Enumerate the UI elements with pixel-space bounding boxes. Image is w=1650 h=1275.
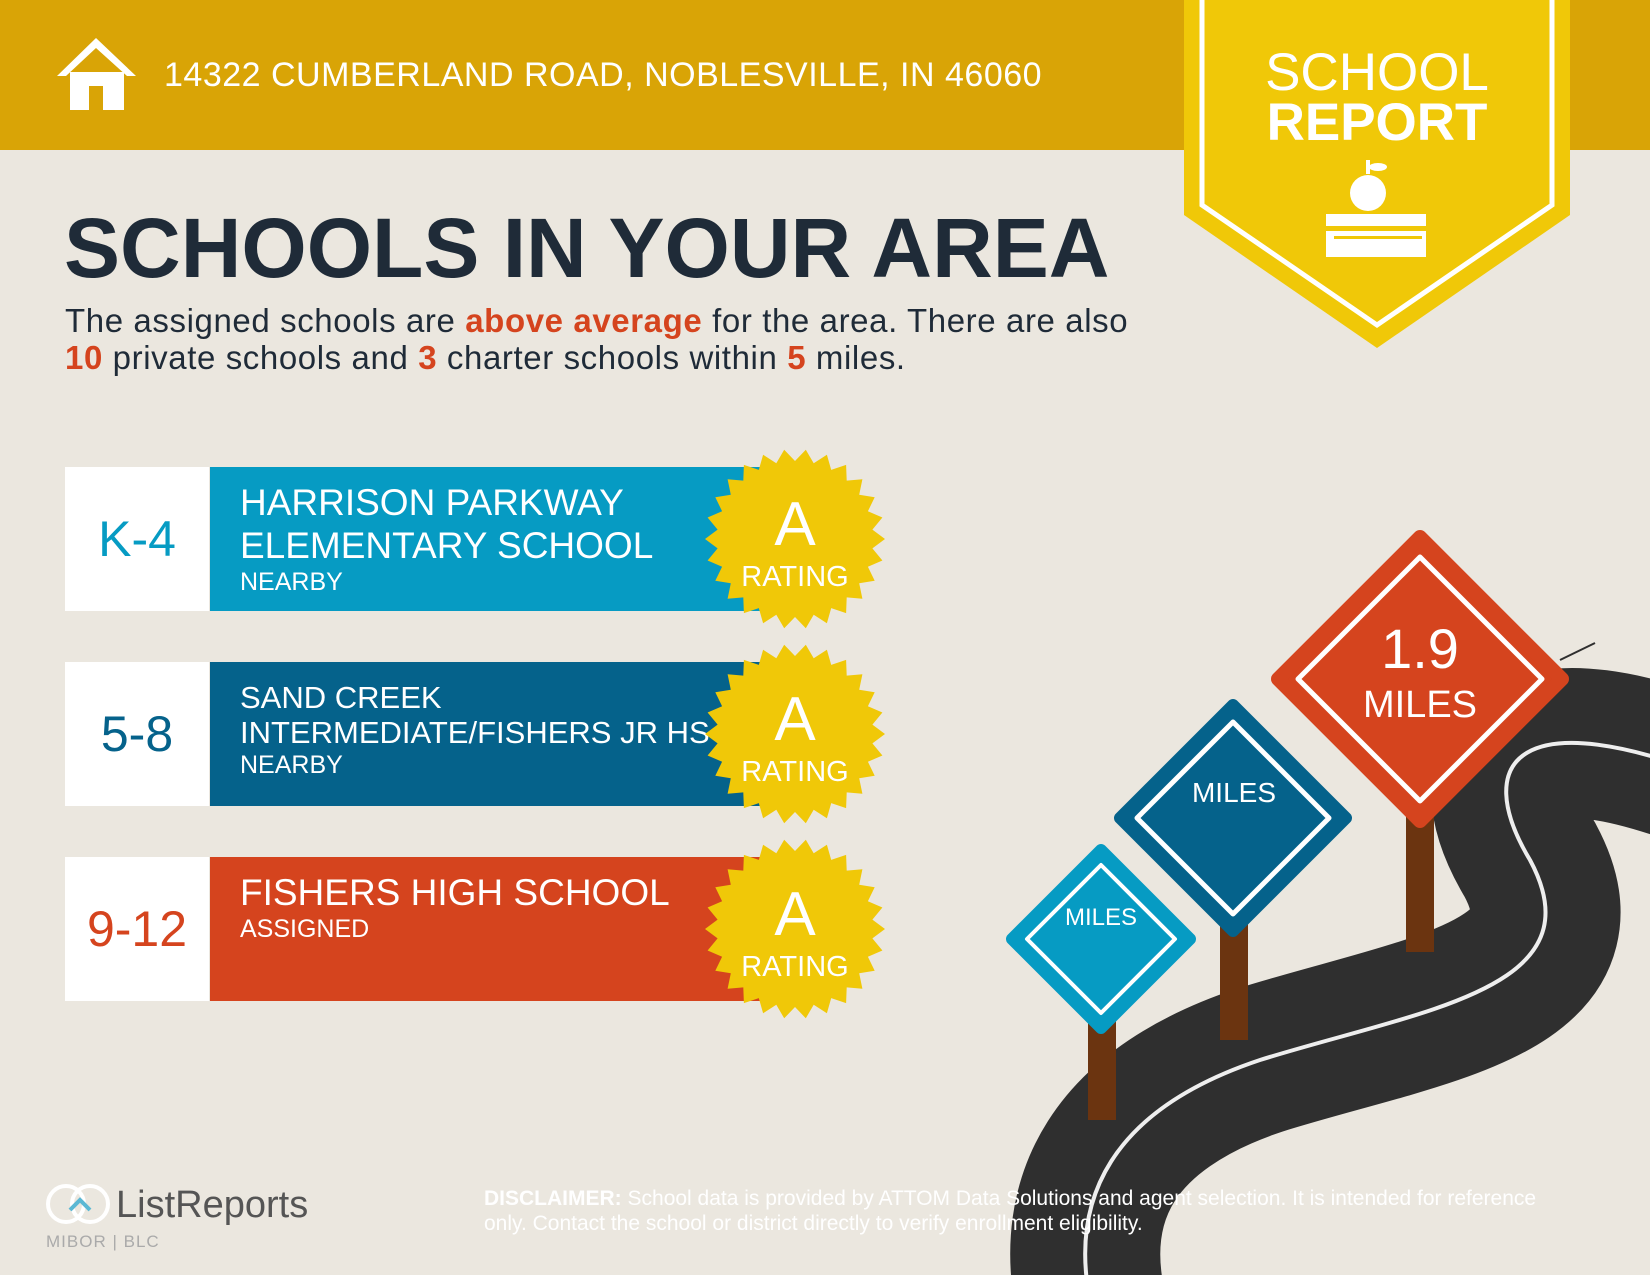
school-name: ELEMENTARY SCHOOL: [240, 525, 654, 566]
rating-grade: A: [774, 685, 816, 754]
logo-sub: MIBOR | BLC: [46, 1232, 160, 1251]
disclaimer-text: School data is provided by ATTOM Data So…: [484, 1187, 1537, 1235]
intro-text: miles.: [806, 339, 906, 376]
sign-lightblue: [1006, 844, 1196, 1034]
sign-value: 1.9: [1381, 617, 1459, 680]
grade-range: 5-8: [65, 662, 209, 806]
disclaimer: DISCLAIMER: School data is provided by A…: [484, 1186, 1564, 1236]
rating-seal: A RATING: [705, 449, 885, 629]
logo-left: MIBOR: [46, 1232, 107, 1251]
grade-range: K-4: [65, 467, 209, 611]
rating-label: RATING: [741, 756, 849, 788]
seal-shape: [705, 839, 885, 1019]
intro-text: private schools and: [102, 339, 419, 376]
school-row: K-4 HARRISON PARKWAY ELEMENTARY SCHOOL NEAR…: [65, 449, 885, 629]
badge-line: REPORT: [1266, 93, 1488, 152]
intro: The assigned schools are above average f…: [65, 302, 1145, 376]
school-name: SAND CREEK: [240, 680, 442, 715]
rating-grade: A: [774, 880, 816, 949]
school-text: SAND CREEK INTERMEDIATE/FISHERS JR HS NEAR…: [240, 680, 710, 780]
address: 14322 CUMBERLAND ROAD, NOBLESVILLE, IN 4…: [164, 56, 1043, 94]
intro-highlight: 5: [787, 339, 807, 376]
sign-unit: MILES: [1363, 684, 1477, 726]
logo-name: ListReports: [116, 1184, 309, 1226]
badge-text: SCHOOL REPORT: [1184, 43, 1570, 152]
rating-seal: A RATING: [705, 644, 885, 824]
sign-red: [1271, 530, 1569, 828]
school-status: NEARBY: [240, 751, 343, 779]
disclaimer-label: DISCLAIMER:: [484, 1187, 622, 1210]
school-name: HARRISON PARKWAY: [240, 482, 624, 523]
badge: [1184, 0, 1570, 348]
intro-highlight: above average: [465, 302, 703, 339]
logo-icon: [46, 1184, 110, 1224]
sign-unit: MILES: [1192, 777, 1276, 808]
sign-blue: [1114, 699, 1352, 937]
school-row: 5-8 SAND CREEK INTERMEDIATE/FISHERS JR HS N…: [65, 644, 885, 824]
road: [1010, 642, 1650, 1275]
seal-shape: [705, 644, 885, 824]
heading: SCHOOLS IN YOUR AREA: [64, 201, 1110, 295]
school-status: NEARBY: [240, 568, 343, 596]
seal-star: [705, 449, 885, 629]
rating-grade: A: [774, 490, 816, 559]
intro-text: The assigned schools are: [65, 302, 466, 339]
logo-right: BLC: [123, 1232, 160, 1251]
rating-label: RATING: [741, 951, 849, 983]
intro-text: for the area. There are also: [702, 302, 1129, 339]
school-name: INTERMEDIATE/FISHERS JR HS: [240, 715, 710, 750]
badge-line: SCHOOL: [1265, 43, 1489, 102]
intro-text: charter schools within: [437, 339, 788, 376]
intro-highlight: 10: [65, 339, 103, 376]
school-status: ASSIGNED: [240, 915, 370, 943]
rating-seal: A RATING: [705, 839, 885, 1019]
school-row: 9-12 FISHERS HIGH SCHOOL ASSIGNED A RATING: [65, 839, 885, 1019]
seal-shape: [705, 449, 885, 629]
house-icon: [57, 38, 136, 110]
seal-star: [705, 839, 885, 1019]
school-text: FISHERS HIGH SCHOOL ASSIGNED: [240, 871, 670, 944]
intro-highlight: 3: [418, 339, 438, 376]
grade-range: 9-12: [65, 857, 209, 1001]
rating-label: RATING: [741, 561, 849, 593]
seal-star: [705, 644, 885, 824]
school-name: FISHERS HIGH SCHOOL: [240, 872, 670, 913]
sign-unit: MILES: [1065, 904, 1137, 931]
school-text: HARRISON PARKWAY ELEMENTARY SCHOOL NEARBY: [240, 481, 653, 597]
